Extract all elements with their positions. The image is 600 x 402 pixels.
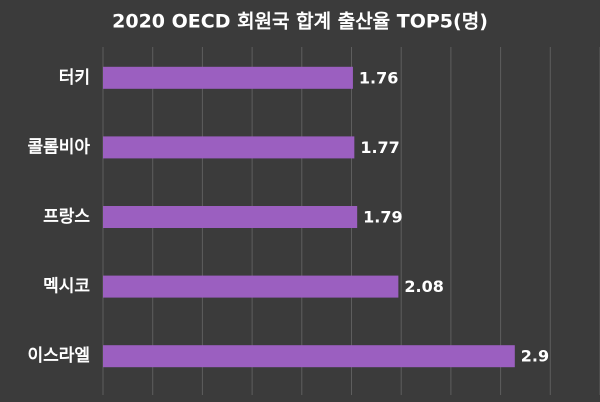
bar: [103, 136, 355, 159]
value-label: 2.08: [404, 277, 443, 296]
bar: [103, 275, 399, 298]
y-tick-label: 터키: [59, 68, 90, 88]
chart-title: 2020 OECD 회원국 합계 출산율 TOP5(명): [112, 11, 488, 33]
bar: [103, 345, 515, 368]
bar: [103, 206, 358, 228]
value-label: 2.9: [521, 347, 549, 366]
bar: [103, 66, 353, 89]
value-label: 1.76: [359, 68, 398, 87]
y-tick-label: 이스라엘: [27, 346, 90, 366]
y-tick-label: 멕시코: [43, 277, 90, 297]
value-label: 1.77: [360, 138, 399, 157]
y-tick-label: 프랑스: [43, 207, 90, 227]
value-label: 1.79: [363, 208, 402, 227]
y-tick-label: 콜롬비아: [27, 137, 90, 157]
